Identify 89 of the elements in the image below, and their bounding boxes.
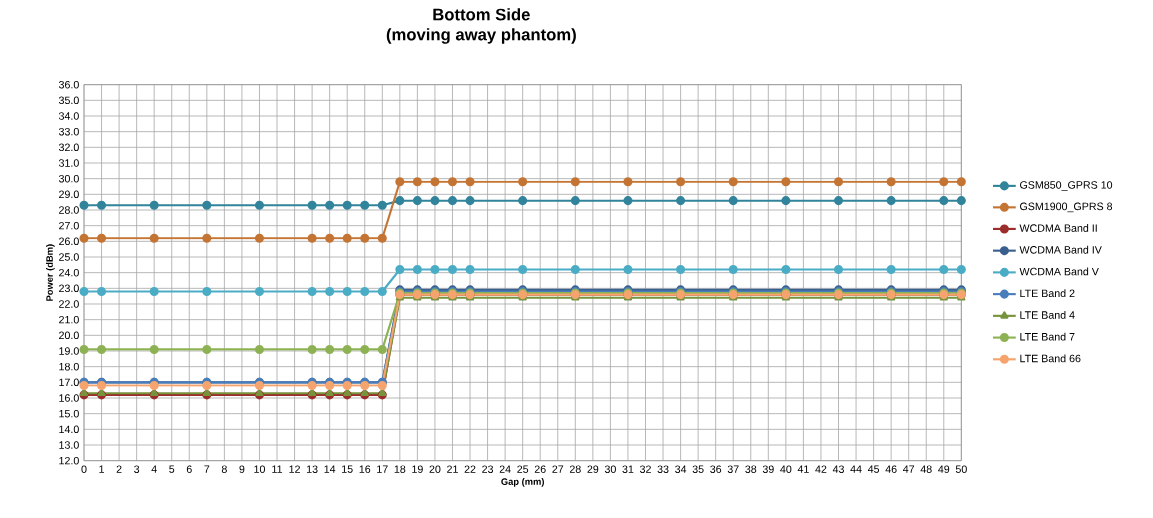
y-tick-label: 14.0 [59, 425, 79, 434]
x-tick-label: 22 [464, 465, 476, 473]
x-tick-label: 48 [920, 465, 932, 473]
y-tick-label: 24.0 [59, 268, 79, 277]
y-tick-label: 31.0 [58, 159, 79, 167]
y-tick-label: 27.0 [59, 221, 79, 230]
y-tick-label: 19.0 [59, 347, 79, 355]
x-tick-label: 15 [342, 465, 353, 473]
x-tick-label: 10 [254, 465, 265, 473]
x-tick-label: 20 [429, 465, 441, 473]
legend-label: LTE Band 7 [1020, 332, 1075, 341]
y-tick-label: 18.0 [59, 362, 79, 371]
x-tick-label: 30 [604, 465, 616, 473]
chart-title: Bottom Side [433, 8, 530, 21]
y-tick-label: 20.0 [59, 331, 79, 340]
x-tick-label: 18 [394, 465, 406, 473]
x-tick-label: 42 [815, 465, 827, 473]
x-tick-label: 47 [903, 465, 915, 473]
y-tick-label: 32.0 [58, 143, 79, 152]
legend-label: LTE Band 2 [1020, 289, 1075, 298]
x-tick-label: 5 [169, 465, 175, 473]
y-tick-label: 26.0 [59, 237, 79, 246]
x-tick-label: 14 [324, 465, 336, 473]
x-tick-label: 0 [81, 465, 87, 473]
x-tick-label: 4 [151, 465, 157, 473]
x-tick-label: 27 [552, 465, 564, 473]
legend-label: LTE Band 4 [1020, 310, 1075, 319]
y-tick-label: 23.0 [59, 284, 79, 293]
x-tick-label: 50 [955, 465, 967, 473]
x-tick-label: 32 [639, 465, 651, 473]
legend-label: WCDMA Band V [1019, 267, 1099, 276]
y-tick-label: 13.0 [59, 441, 79, 449]
x-tick-label: 46 [885, 465, 897, 473]
legend-label: WCDMA Band IV [1019, 245, 1102, 254]
x-tick-label: 33 [657, 465, 669, 473]
x-tick-label: 40 [780, 465, 792, 473]
x-tick-label: 41 [797, 465, 809, 473]
chart-subtitle: (moving away phantom) [386, 28, 576, 44]
y-axis-title: Power (dBm) [46, 244, 55, 301]
x-tick-label: 12 [289, 465, 300, 473]
x-tick-label: 38 [745, 465, 757, 473]
y-tick-label: 25.0 [59, 253, 79, 261]
x-tick-label: 21 [447, 465, 458, 473]
x-tick-label: 45 [867, 465, 880, 473]
y-tick-label: 22.0 [59, 300, 79, 308]
x-tick-label: 2 [116, 465, 122, 473]
x-tick-label: 16 [359, 465, 371, 473]
y-tick-label: 15.0 [59, 409, 79, 418]
y-tick-label: 16.0 [59, 394, 79, 402]
y-tick-label: 34.0 [58, 112, 79, 120]
x-tick-label: 44 [850, 465, 862, 473]
x-tick-label: 43 [832, 465, 844, 473]
y-tick-label: 12.0 [59, 456, 79, 465]
y-tick-label: 29.0 [59, 190, 79, 199]
y-tick-label: 35.0 [58, 96, 79, 105]
y-tick-label: 21.0 [59, 315, 79, 324]
legend-label: LTE Band 66 [1020, 354, 1081, 363]
y-tick-label: 28.0 [59, 206, 79, 214]
x-tick-label: 49 [938, 465, 950, 473]
x-tick-label: 19 [412, 465, 423, 473]
y-tick-label: 17.0 [59, 378, 79, 387]
legend-label: GSM850_GPRS 10 [1020, 181, 1113, 191]
x-tick-label: 1 [99, 465, 104, 473]
x-tick-label: 23 [482, 465, 494, 473]
x-tick-label: 35 [692, 465, 704, 473]
x-tick-label: 39 [762, 465, 774, 473]
y-tick-label: 30.0 [58, 174, 79, 183]
x-tick-label: 3 [134, 465, 140, 473]
x-tick-label: 9 [239, 465, 245, 473]
x-tick-label: 13 [306, 465, 318, 473]
x-tick-label: 36 [710, 465, 722, 473]
x-tick-label: 24 [499, 465, 511, 473]
x-tick-label: 31 [622, 465, 634, 473]
x-tick-label: 11 [272, 465, 283, 473]
x-tick-label: 28 [569, 465, 581, 473]
y-tick-label: 33.0 [58, 127, 79, 136]
x-tick-label: 34 [675, 465, 687, 473]
x-tick-label: 25 [517, 465, 529, 473]
x-tick-label: 37 [727, 465, 739, 473]
x-tick-label: 17 [377, 465, 388, 473]
x-tick-label: 26 [534, 465, 546, 473]
x-tick-label: 6 [186, 465, 192, 473]
x-axis-title: Gap (mm) [501, 478, 544, 487]
y-tick-label: 36.0 [58, 80, 79, 89]
x-tick-label: 29 [587, 465, 599, 473]
legend-label: GSM1900_GPRS 8 [1020, 202, 1113, 213]
x-tick-label: 8 [221, 465, 227, 473]
x-tick-label: 7 [204, 465, 210, 473]
legend-label: WCDMA Band II [1019, 224, 1097, 232]
